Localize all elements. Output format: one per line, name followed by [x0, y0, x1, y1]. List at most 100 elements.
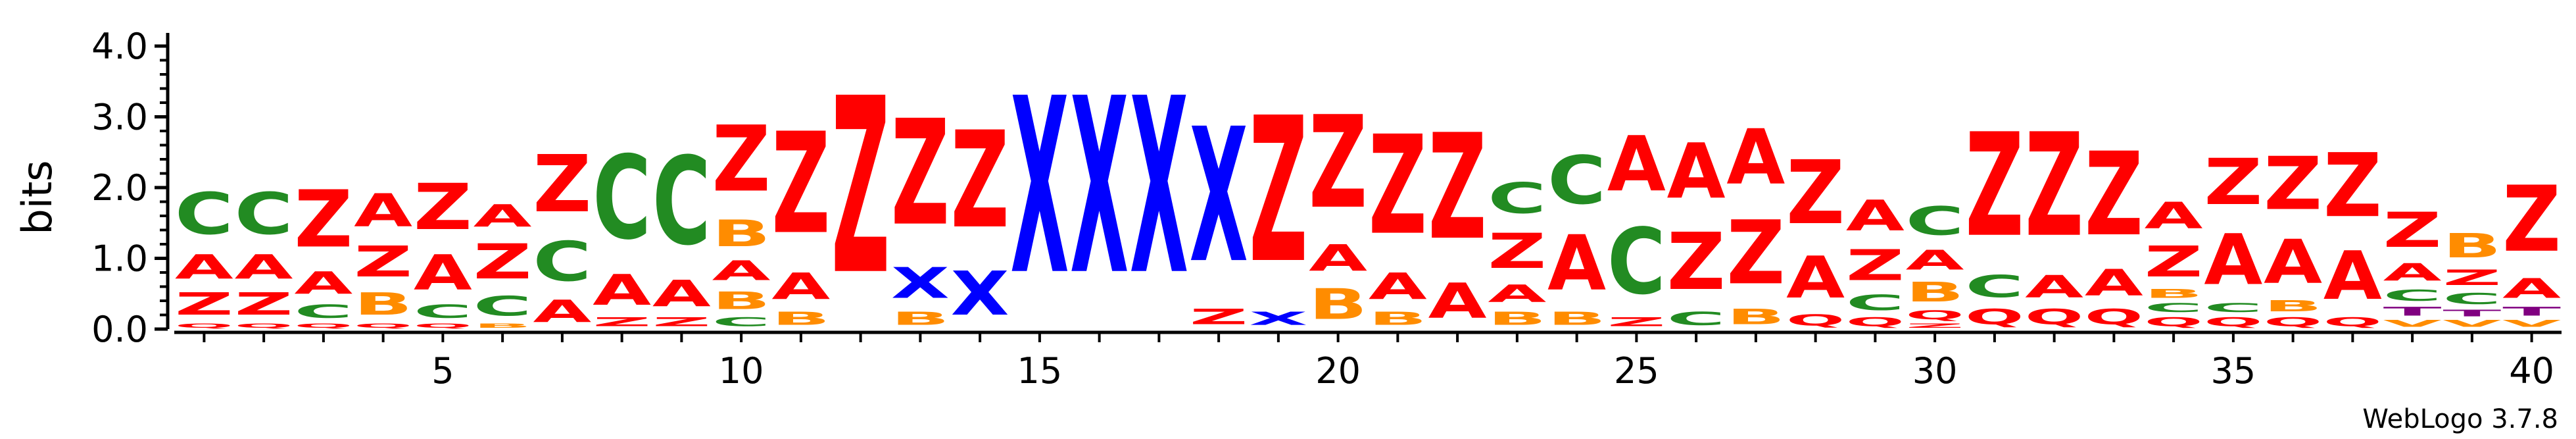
logo-letter-q: Q	[235, 322, 293, 329]
logo-letter-q: Q	[354, 322, 412, 329]
logo-letter-z: Z	[1428, 103, 1487, 272]
y-tick-label: 0.0	[91, 309, 148, 350]
logo-letter-b: B	[1488, 308, 1546, 329]
logo-letter-v: V	[2383, 319, 2442, 329]
logo-letter-z: Z	[1965, 104, 2024, 269]
logo-letter-z: Z	[2502, 167, 2561, 272]
logo-letter-a: A	[175, 248, 233, 287]
y-tick-label: 1.0	[91, 238, 148, 280]
logo-letter-a: A	[294, 265, 352, 301]
logo-letter-q: Q	[2264, 315, 2322, 329]
logo-letter-a: A	[771, 266, 830, 308]
logo-letter-b: B	[712, 287, 771, 315]
logo-letter-z: Z	[354, 238, 412, 287]
logo-letter-b: B	[2442, 227, 2501, 265]
logo-letter-b: B	[2145, 286, 2203, 301]
logo-letter-c: C	[1667, 308, 1726, 329]
logo-letter-z: Z	[1906, 322, 1964, 329]
logo-letter-c: C	[1607, 209, 1666, 315]
logo-letter-q: Q	[175, 322, 233, 329]
logo-letter-b: B	[2264, 297, 2322, 315]
logo-letter-c: C	[1547, 142, 1606, 220]
logo-letter-c: C	[2204, 301, 2262, 315]
logo-letter-c: C	[235, 180, 293, 247]
logo-letter-a: A	[2383, 259, 2442, 287]
logo-letter-b: B	[771, 308, 830, 329]
logo-letter-v: V	[2442, 319, 2501, 329]
logo-letter-c: C	[2383, 287, 2442, 305]
logo-letter-z: Z	[1846, 241, 1905, 290]
logo-letter-a: A	[474, 198, 532, 234]
logo-letter-a: A	[354, 184, 412, 237]
logo-letter-c: C	[1488, 174, 1546, 223]
logo-letter-z: Z	[1369, 107, 1427, 266]
logo-letter-t: T	[2383, 304, 2442, 318]
x-tick-label: 10	[719, 350, 764, 392]
logo-letter-q: Q	[1786, 311, 1845, 329]
logo-letter-z: Z	[235, 287, 293, 323]
x-tick-label: 40	[2509, 350, 2554, 392]
logo-letter-a: A	[414, 244, 472, 301]
logo-letter-z: Z	[1786, 142, 1845, 244]
logo-letter-a: A	[712, 255, 771, 287]
logo-letter-z: Z	[294, 174, 352, 265]
logo-letter-z: Z	[2085, 128, 2143, 262]
logo-letter-c: C	[414, 301, 472, 322]
logo-letter-a: A	[652, 272, 711, 315]
logo-letter-b: B	[1309, 280, 1367, 329]
logo-letter-c: C	[2145, 301, 2203, 315]
logo-letter-a: A	[2502, 273, 2561, 305]
logo-letter-q: Q	[414, 322, 472, 329]
logo-letter-t: T	[2502, 304, 2561, 318]
logo-letter-q: Q	[1965, 305, 2024, 329]
logo-letter-b: B	[1906, 276, 1964, 308]
logo-letter-x: X	[1249, 308, 1307, 329]
logo-letter-c: C	[474, 290, 532, 322]
logo-letter-c: C	[593, 132, 651, 265]
logo-letter-q: Q	[2323, 315, 2382, 329]
logo-letter-z: Z	[2025, 104, 2083, 269]
logo-letter-a: A	[235, 248, 293, 287]
logo-letter-c: C	[533, 231, 591, 294]
logo-letter-z: Z	[652, 315, 711, 329]
logo-letter-z: Z	[474, 234, 532, 290]
logo-letter-a: A	[593, 266, 651, 315]
x-tick-label: 20	[1315, 350, 1361, 392]
logo-letter-c: C	[712, 315, 771, 329]
logo-letter-x: X	[891, 259, 950, 308]
logo-letter-q: Q	[2025, 305, 2083, 329]
logo-letter-q: Q	[1846, 315, 1905, 329]
logo-letter-a: A	[1726, 114, 1785, 202]
logo-letter-a: A	[1547, 220, 1606, 308]
logo-letter-z: Z	[593, 315, 651, 329]
logo-letter-c: C	[652, 132, 711, 272]
logo-letter-a: A	[1667, 128, 1726, 216]
logo-letter-b: B	[1547, 308, 1606, 329]
logo-letter-z: Z	[951, 104, 1009, 259]
logo-letter-a: A	[1309, 238, 1367, 280]
y-tick-label: 4.0	[91, 26, 148, 67]
logo-letter-c: C	[1965, 269, 2024, 305]
logo-letter-z: Z	[2145, 238, 2203, 287]
logo-letter-z: Z	[414, 171, 472, 245]
logo-letter-a: A	[1488, 280, 1546, 308]
logo-letter-q: Q	[1906, 308, 1964, 323]
x-axis: 5 10 15 20 25 30 35 40	[174, 330, 2562, 392]
y-axis-label: bits	[13, 160, 61, 234]
logo-letter-z: Z	[2442, 266, 2501, 290]
y-tick-label: 3.0	[91, 97, 148, 138]
logo-letter-a: A	[533, 294, 591, 329]
y-tick-label: 2.0	[91, 167, 148, 209]
logo-letter-x: X	[951, 258, 1009, 329]
logo-letter-q: Q	[2204, 315, 2262, 329]
logo-letter-x: X	[1130, 47, 1188, 329]
x-tick-label: 5	[431, 350, 454, 392]
logo-letter-a: A	[2264, 226, 2322, 297]
x-tick-label: 25	[1614, 350, 1659, 392]
logo-letter-z: Z	[1607, 315, 1666, 329]
logo-letter-z: Z	[1667, 217, 1726, 308]
logo-letter-a: A	[1369, 266, 1427, 308]
logo-letter-a: A	[1607, 121, 1666, 209]
logo-letter-z: Z	[891, 90, 950, 259]
logo-letter-a: A	[2204, 220, 2262, 301]
